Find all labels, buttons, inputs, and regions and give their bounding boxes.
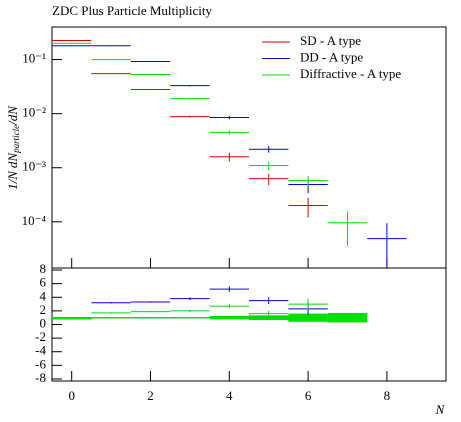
y-tick-label: 10⁻⁴ <box>22 213 47 228</box>
y-tick-label: 8 <box>40 261 47 276</box>
y-tick-label: 6 <box>40 275 47 290</box>
y-tick-label: 2 <box>40 302 47 317</box>
x-tick-label: 0 <box>68 388 75 403</box>
legend-label: DD - A type <box>300 49 363 64</box>
x-tick-label: 8 <box>384 388 391 403</box>
chart-title: ZDC Plus Particle Multiplicity <box>52 3 212 18</box>
x-axis-label: N <box>435 402 446 417</box>
plot-frame <box>51 267 447 382</box>
legend-label: SD - A type <box>300 33 361 48</box>
y-tick-label: -6 <box>35 356 46 371</box>
y-tick-label: 0 <box>40 315 47 330</box>
legend-label: Diffractive - A type <box>300 66 401 81</box>
y-tick-label: 10⁻¹ <box>22 51 46 66</box>
x-tick-label: 2 <box>147 388 154 403</box>
x-tick-label: 6 <box>305 388 312 403</box>
y-axis-label: 1/NdNparticle/dN <box>5 105 21 190</box>
x-tick-label: 4 <box>226 388 233 403</box>
y-tick-label: 10⁻³ <box>22 159 46 174</box>
y-tick-label: 4 <box>40 288 47 303</box>
y-tick-label: 10⁻² <box>22 105 46 120</box>
y-tick-label: -4 <box>35 343 46 358</box>
y-tick-label: -8 <box>35 370 46 385</box>
y-tick-label: -2 <box>35 329 46 344</box>
